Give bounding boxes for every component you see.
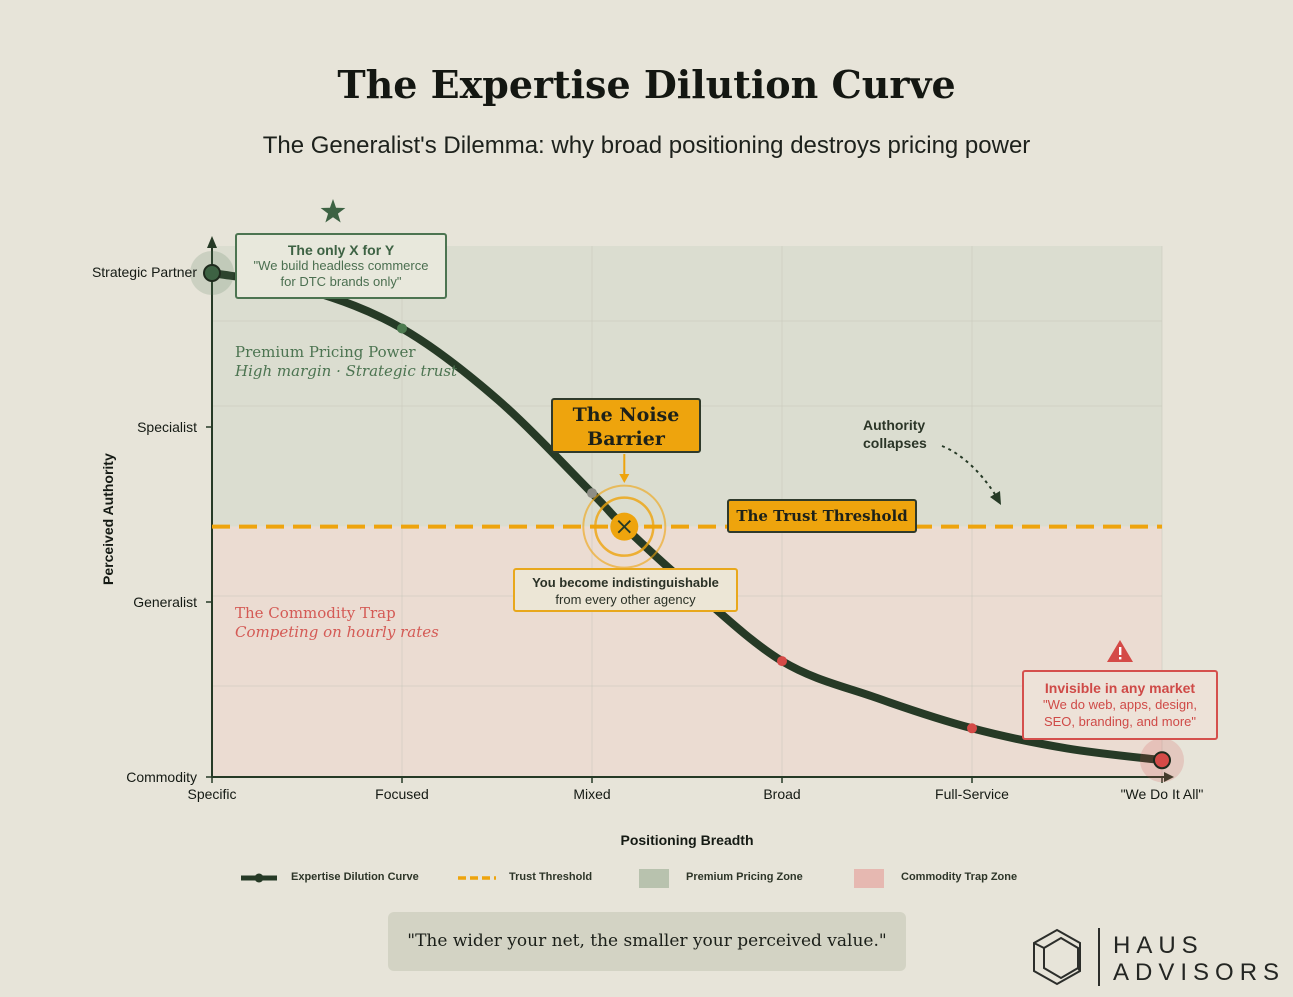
x-axis-arrow-icon [1164, 772, 1174, 782]
indistinguishable-heading: You become indistinguishable [532, 575, 719, 590]
authority-note-line: collapses [863, 435, 927, 451]
collapse-arrow-head-icon [990, 491, 1001, 505]
data-point [587, 488, 597, 499]
brand-line: HAUS [1113, 932, 1204, 959]
legend-label-curve: Expertise Dilution Curve [291, 871, 419, 883]
x-axis-title: Positioning Breadth [620, 832, 754, 848]
invisible-quote-line: "We do web, apps, design, [1043, 697, 1197, 712]
data-point [1153, 751, 1171, 770]
authority-note-line: Authority [863, 417, 926, 433]
commodity-zone-subtitle: Competing on hourly rates [235, 623, 439, 641]
chart-title: The Expertise Dilution Curve [337, 62, 956, 107]
x-tick-label: Broad [763, 786, 801, 802]
specialist-callout: The only X for Y "We build headless comm… [235, 233, 447, 299]
y-tick-label: Specialist [137, 419, 197, 435]
x-tick-label: Mixed [573, 786, 611, 802]
specialist-callout-quote-line: for DTC brands only" [280, 274, 402, 289]
x-tick-label: Specific [187, 786, 237, 802]
warning-icon-mark [1119, 647, 1122, 655]
crossing-x-icon [617, 520, 631, 534]
legend-label-premium: Premium Pricing Zone [686, 871, 803, 883]
x-tick-label: Full-Service [935, 786, 1009, 802]
specialist-callout-quote-line: "We build headless commerce [253, 258, 429, 273]
y-tick-label: Commodity [126, 769, 197, 785]
y-tick-label: Strategic Partner [91, 264, 197, 280]
quote-box: "The wider your net, the smaller your pe… [388, 912, 906, 971]
data-point [967, 723, 977, 734]
warning-icon-dot [1119, 657, 1122, 660]
data-point [777, 656, 787, 667]
premium-zone-subtitle: High margin · Strategic trust [235, 362, 458, 380]
specialist-callout-heading: The only X for Y [287, 242, 395, 258]
brand-logo: HAUS ADVISORS [1030, 926, 1285, 988]
premium-zone-label: Premium Pricing Power High margin · Stra… [235, 343, 457, 381]
crossing-ring-inner [594, 496, 655, 557]
legend-swatch-premium [639, 869, 669, 888]
commodity-zone-title: The Commodity Trap [235, 604, 396, 622]
legend-label-commodity: Commodity Trap Zone [901, 871, 1018, 883]
brand-line: ADVISORS [1113, 959, 1286, 986]
data-point [203, 264, 221, 282]
brand-wordmark: HAUS ADVISORS [1113, 932, 1285, 986]
authority-collapses-note: Authority collapses [863, 416, 927, 452]
y-tick-label: Generalist [133, 594, 197, 610]
crossing-ring-outer [582, 484, 667, 569]
invisible-quote-line: SEO, branding, and more" [1043, 714, 1197, 729]
brand-divider [1098, 928, 1100, 986]
noise-barrier-arrow-icon [619, 474, 630, 483]
noise-barrier-line: The Noise [572, 404, 680, 426]
star-icon [320, 199, 346, 223]
noise-barrier-callout: The Noise Barrier [551, 398, 701, 453]
trust-threshold-label: The Trust Threshold [727, 499, 917, 533]
x-tick-label: "We Do It All" [1120, 786, 1204, 802]
commodity-zone-label: The Commodity Trap Competing on hourly r… [235, 604, 439, 642]
legend-swatch-commodity [854, 869, 884, 888]
invisible-heading: Invisible in any market [1044, 680, 1196, 696]
x-tick-label: Focused [375, 786, 429, 802]
legend-label-threshold: Trust Threshold [509, 871, 593, 883]
y-axis-title: Perceived Authority [100, 453, 116, 585]
legend-swatch-curve-dot [254, 873, 264, 883]
indistinguishable-text: from every other agency [555, 592, 696, 607]
y-axis-arrow-icon [207, 236, 217, 248]
noise-barrier-line: Barrier [587, 428, 665, 450]
chart-subtitle: The Generalist's Dilemma: why broad posi… [262, 132, 1031, 159]
premium-zone-title: Premium Pricing Power [235, 343, 416, 361]
hexagon-logo-icon [1033, 928, 1081, 986]
indistinguishable-callout: You become indistinguishable from every … [513, 568, 738, 612]
data-point [397, 323, 407, 334]
invisible-callout: Invisible in any market "We do web, apps… [1022, 670, 1218, 740]
